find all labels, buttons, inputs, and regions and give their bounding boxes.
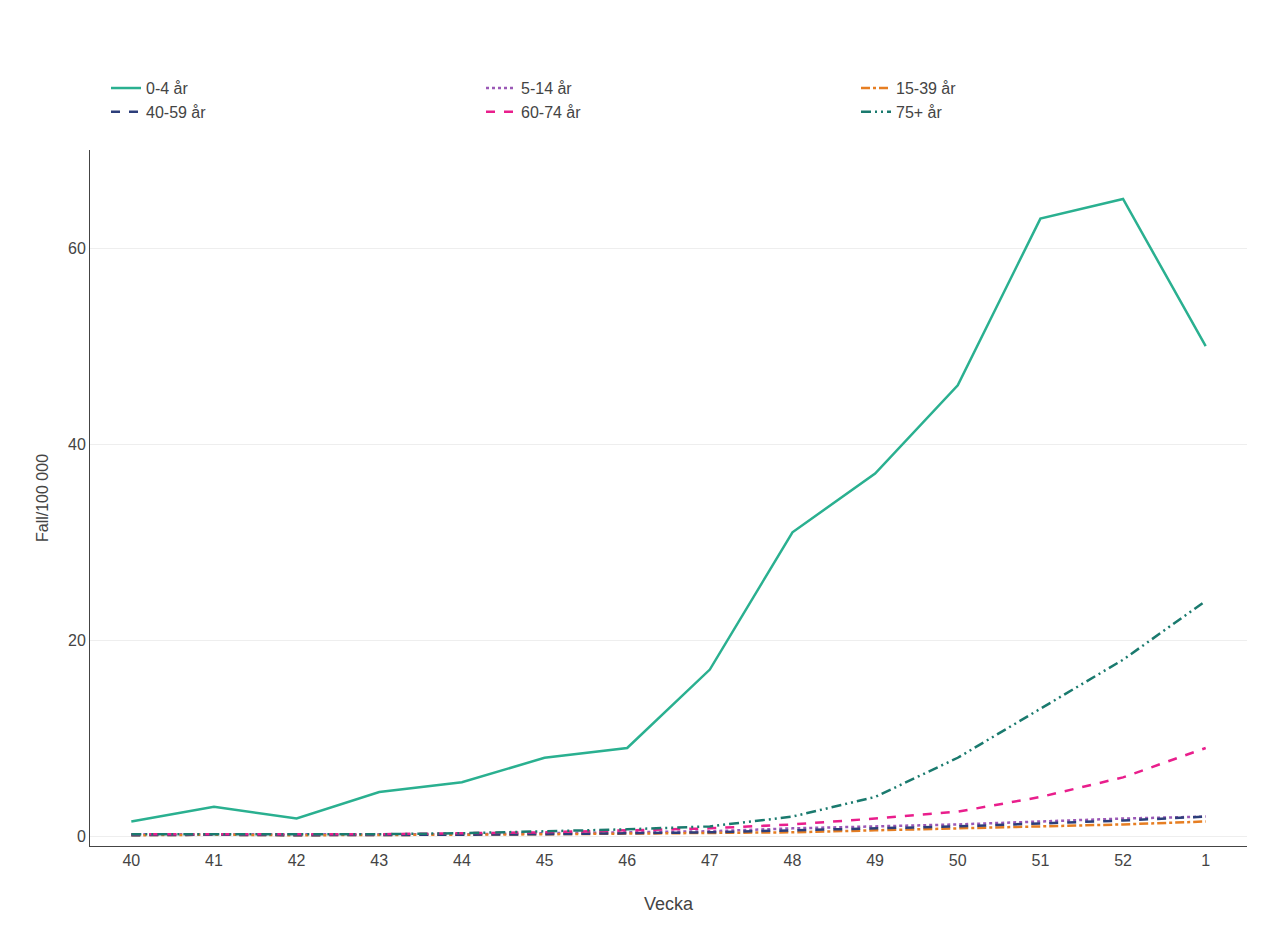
svg-text:42: 42 — [288, 852, 306, 869]
svg-text:49: 49 — [866, 852, 884, 869]
svg-text:15-39 år: 15-39 år — [896, 80, 956, 97]
svg-text:50: 50 — [949, 852, 967, 869]
svg-text:60: 60 — [68, 240, 86, 257]
svg-text:51: 51 — [1031, 852, 1049, 869]
svg-text:20: 20 — [68, 632, 86, 649]
svg-text:48: 48 — [784, 852, 802, 869]
svg-text:43: 43 — [370, 852, 388, 869]
svg-text:0-4 år: 0-4 år — [146, 80, 188, 97]
svg-text:40: 40 — [122, 852, 140, 869]
svg-text:46: 46 — [618, 852, 636, 869]
svg-text:41: 41 — [205, 852, 223, 869]
svg-text:Fall/100 000: Fall/100 000 — [34, 454, 51, 542]
svg-text:Vecka: Vecka — [644, 894, 694, 914]
svg-text:40: 40 — [68, 436, 86, 453]
svg-text:1: 1 — [1201, 852, 1210, 869]
svg-text:60-74 år: 60-74 år — [521, 104, 581, 121]
svg-text:40-59 år: 40-59 år — [146, 104, 206, 121]
svg-text:47: 47 — [701, 852, 719, 869]
svg-text:0: 0 — [77, 828, 86, 845]
svg-text:5-14 år: 5-14 år — [521, 80, 572, 97]
svg-text:52: 52 — [1114, 852, 1132, 869]
svg-text:45: 45 — [536, 852, 554, 869]
svg-text:44: 44 — [453, 852, 471, 869]
svg-text:75+ år: 75+ år — [896, 104, 942, 121]
